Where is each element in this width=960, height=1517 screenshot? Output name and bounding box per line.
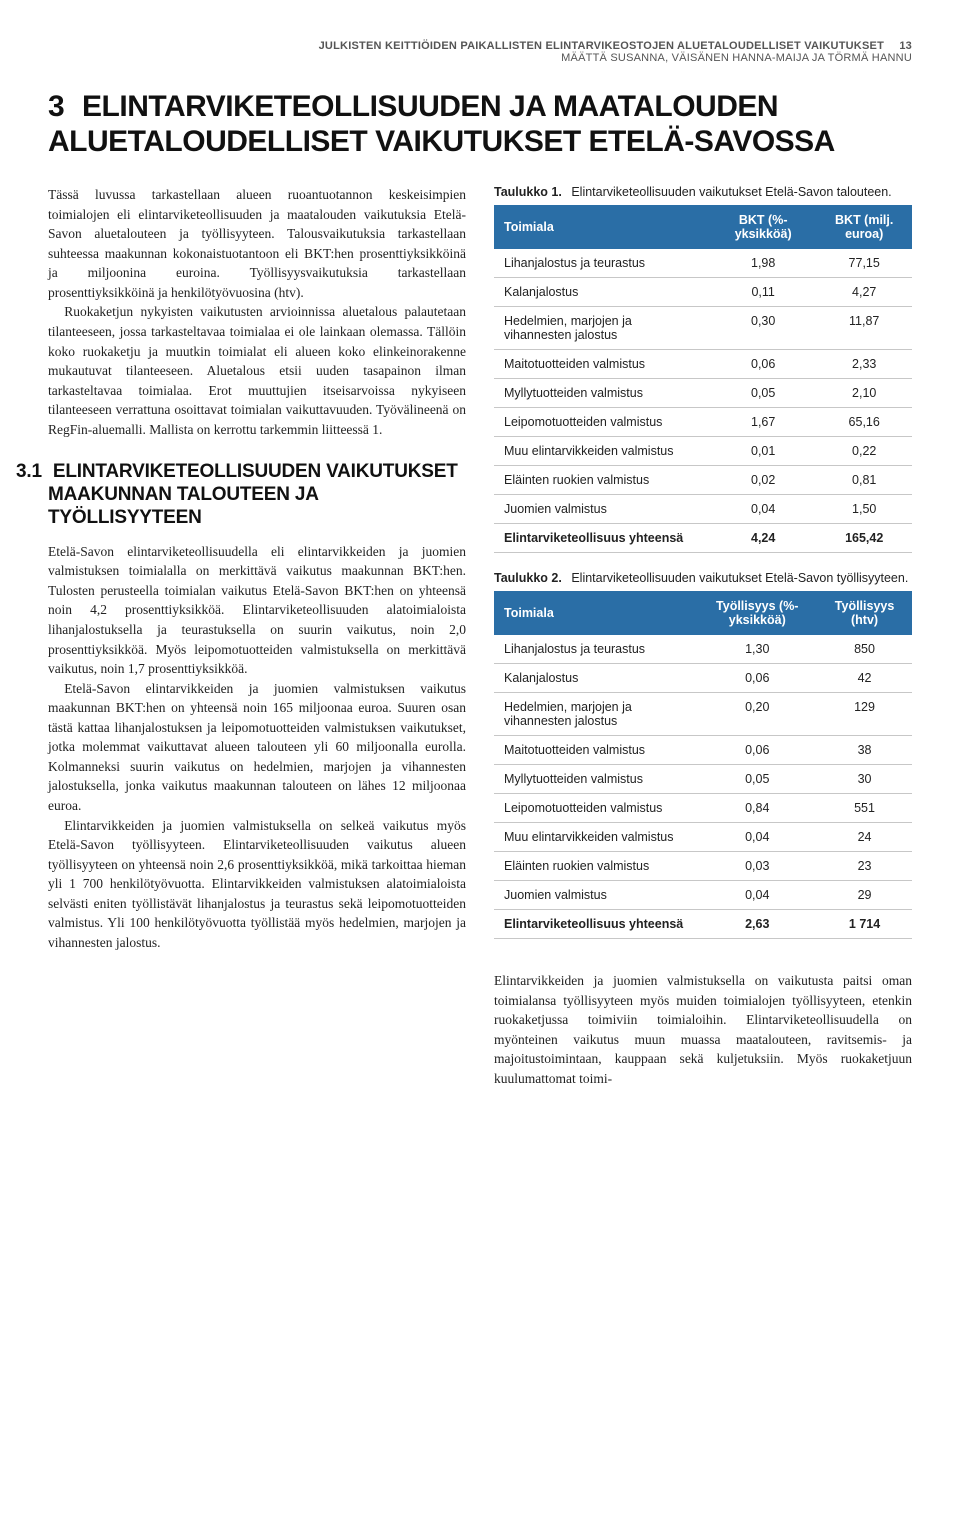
- paragraph: Etelä-Savon elintarviketeollisuudella el…: [48, 542, 466, 679]
- table-row: Lihanjalostus ja teurastus1,30850: [494, 635, 912, 664]
- table2-body: Lihanjalostus ja teurastus1,30850 Kalanj…: [494, 635, 912, 939]
- section-heading: 3.1 ELINTARVIKETEOLLISUUDEN VAIKUTUKSET …: [16, 461, 466, 529]
- running-header: JULKISTEN KEITTIÖIDEN PAIKALLISTEN ELINT…: [48, 40, 912, 64]
- table1-col2: BKT (milj. euroa): [816, 205, 912, 249]
- table1-caption: Taulukko 1. Elintarviketeollisuuden vaik…: [494, 185, 912, 199]
- table-row: Myllytuotteiden valmistus0,0530: [494, 765, 912, 794]
- paragraph: Tässä luvussa tarkastellaan alueen ruoan…: [48, 185, 466, 302]
- table1-caption-label: Taulukko 1.: [494, 185, 562, 199]
- table-row: Juomien valmistus0,041,50: [494, 495, 912, 524]
- paragraph: Etelä-Savon elintarvikkeiden ja juomien …: [48, 679, 466, 816]
- paragraph: Ruokaketjun nykyisten vaikutusten arvioi…: [48, 302, 466, 439]
- table2-col1: Työllisyys (%-yksikköä): [697, 591, 817, 635]
- table-row: Maitotuotteiden valmistus0,0638: [494, 736, 912, 765]
- chapter-title: ELINTARVIKETEOLLISUUDEN JA MAATALOUDEN A…: [48, 90, 835, 158]
- table1-caption-text: Elintarviketeollisuuden vaikutukset Etel…: [571, 185, 891, 199]
- table2-col2: Työllisyys (htv): [817, 591, 912, 635]
- table-row: Leipomotuotteiden valmistus1,6765,16: [494, 408, 912, 437]
- table-row: Maitotuotteiden valmistus0,062,33: [494, 350, 912, 379]
- table2-caption: Taulukko 2. Elintarviketeollisuuden vaik…: [494, 571, 912, 585]
- table2: Toimiala Työllisyys (%-yksikköä) Työllis…: [494, 591, 912, 939]
- table-row: Kalanjalostus0,0642: [494, 664, 912, 693]
- header-authors: MÄÄTTÄ SUSANNA, VÄISÄNEN HANNA-MAIJA JA …: [48, 52, 912, 64]
- table-row: Hedelmien, marjojen ja vihannesten jalos…: [494, 307, 912, 350]
- table-row: Lihanjalostus ja teurastus1,9877,15: [494, 249, 912, 278]
- table-row: Juomien valmistus0,0429: [494, 881, 912, 910]
- right-column: Taulukko 1. Elintarviketeollisuuden vaik…: [494, 185, 912, 1088]
- table1: Toimiala BKT (%-yksikköä) BKT (milj. eur…: [494, 205, 912, 553]
- chapter-number: 3: [48, 90, 64, 123]
- table2-caption-label: Taulukko 2.: [494, 571, 562, 585]
- table-row: Eläinten ruokien valmistus0,020,81: [494, 466, 912, 495]
- table1-col1: BKT (%-yksikköä): [710, 205, 816, 249]
- table-row: Leipomotuotteiden valmistus0,84551: [494, 794, 912, 823]
- table-row: Muu elintarvikkeiden valmistus0,0424: [494, 823, 912, 852]
- table1-body: Lihanjalostus ja teurastus1,9877,15 Kala…: [494, 249, 912, 553]
- section-title: ELINTARVIKETEOLLISUUDEN VAIKUTUKSET MAAK…: [48, 461, 458, 528]
- table1-col0: Toimiala: [494, 205, 710, 249]
- table2-col0: Toimiala: [494, 591, 697, 635]
- page-number: 13: [899, 40, 912, 52]
- section-number: 3.1: [16, 461, 42, 482]
- left-column: Tässä luvussa tarkastellaan alueen ruoan…: [48, 185, 466, 1088]
- table1-total-row: Elintarviketeollisuus yhteensä 4,24 165,…: [494, 524, 912, 553]
- paragraph: Elintarvikkeiden ja juomien valmistuksel…: [494, 971, 912, 1088]
- table-row: Eläinten ruokien valmistus0,0323: [494, 852, 912, 881]
- paragraph: Elintarvikkeiden ja juomien valmistuksel…: [48, 816, 466, 953]
- header-title: JULKISTEN KEITTIÖIDEN PAIKALLISTEN ELINT…: [319, 40, 884, 52]
- chapter-heading: 3 ELINTARVIKETEOLLISUUDEN JA MAATALOUDEN…: [48, 90, 912, 159]
- table-row: Kalanjalostus0,114,27: [494, 278, 912, 307]
- table-row: Muu elintarvikkeiden valmistus0,010,22: [494, 437, 912, 466]
- table-row: Myllytuotteiden valmistus0,052,10: [494, 379, 912, 408]
- table2-total-row: Elintarviketeollisuus yhteensä 2,63 1 71…: [494, 910, 912, 939]
- table2-caption-text: Elintarviketeollisuuden vaikutukset Etel…: [571, 571, 908, 585]
- table-row: Hedelmien, marjojen ja vihannesten jalos…: [494, 693, 912, 736]
